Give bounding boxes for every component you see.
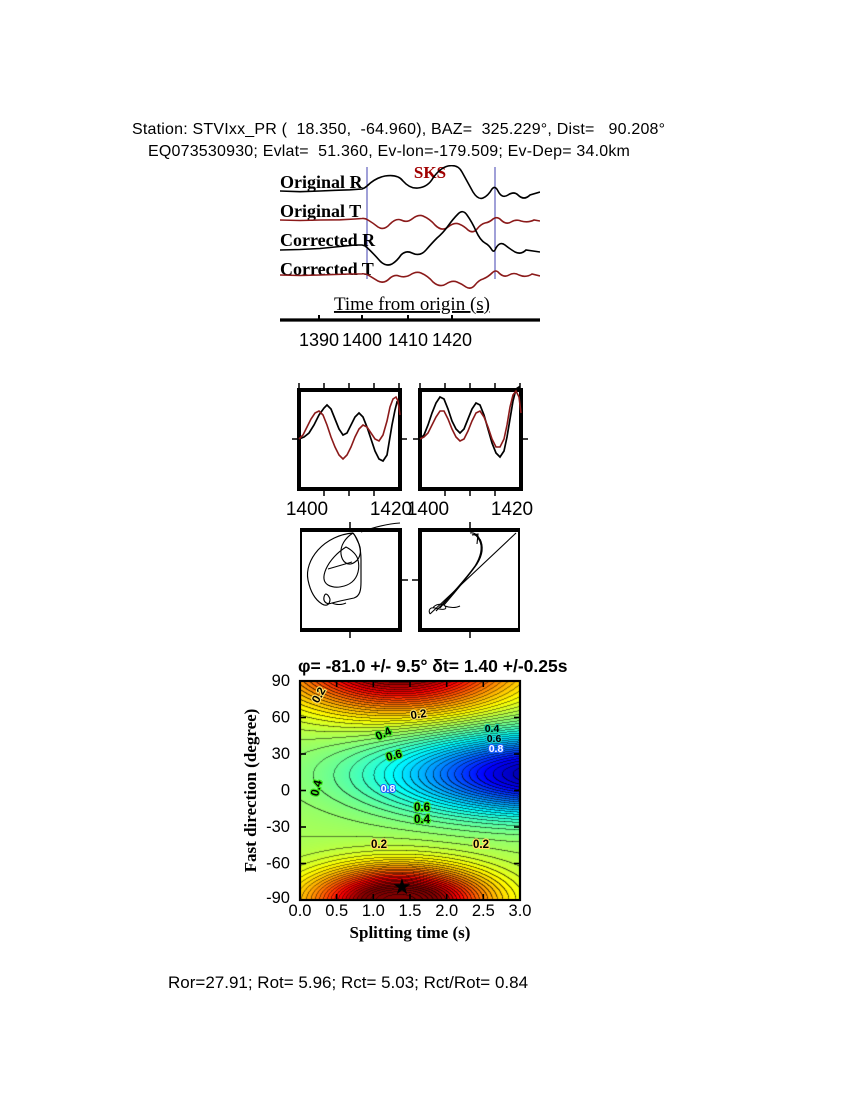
svg-text:1400: 1400 [286,499,328,520]
svg-text:0.4: 0.4 [414,814,431,826]
svg-text:SKS: SKS [414,165,446,182]
svg-text:1420: 1420 [432,330,472,350]
svg-text:1390: 1390 [299,330,339,350]
svg-text:Original T: Original T [280,201,361,221]
svg-text:3.0: 3.0 [509,902,532,920]
svg-text:0.2: 0.2 [410,708,428,722]
svg-text:0.0: 0.0 [289,902,312,920]
svg-text:2.0: 2.0 [435,902,458,920]
svg-text:0.4: 0.4 [309,778,325,797]
svg-text:-30: -30 [266,818,290,836]
svg-text:-90: -90 [266,889,290,907]
svg-text:0.8: 0.8 [489,743,504,755]
svg-text:0: 0 [281,782,290,800]
svg-text:φ= -81.0 +/- 9.5° δt= 1.40 +/-: φ= -81.0 +/- 9.5° δt= 1.40 +/-0.25s [298,656,568,676]
svg-text:1400: 1400 [342,330,382,350]
svg-text:Splitting time (s): Splitting time (s) [350,923,471,942]
svg-text:1410: 1410 [388,330,428,350]
svg-text:0.6: 0.6 [385,748,404,764]
svg-text:2.5: 2.5 [472,902,495,920]
svg-text:0.8: 0.8 [381,783,396,795]
svg-text:60: 60 [272,709,290,727]
svg-text:1400: 1400 [407,499,449,520]
svg-text:Fast direction (degree): Fast direction (degree) [241,709,260,873]
svg-text:1.5: 1.5 [399,902,422,920]
svg-text:30: 30 [272,745,290,763]
svg-text:0.2: 0.2 [371,839,387,851]
svg-text:1.0: 1.0 [362,902,385,920]
svg-text:★: ★ [392,874,412,899]
svg-text:0.2: 0.2 [310,686,328,706]
svg-text:Time from origin (s): Time from origin (s) [334,294,490,315]
svg-text:90: 90 [272,672,290,690]
svg-text:0.6: 0.6 [414,802,430,814]
svg-text:1420: 1420 [491,499,533,520]
svg-text:0.4: 0.4 [374,725,394,743]
svg-text:0.5: 0.5 [325,902,348,920]
svg-text:-60: -60 [266,855,290,873]
svg-text:1420: 1420 [370,499,412,520]
svg-text:0.2: 0.2 [473,839,489,851]
